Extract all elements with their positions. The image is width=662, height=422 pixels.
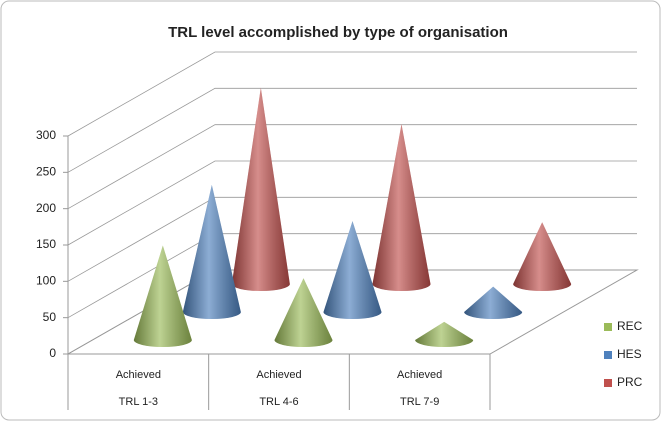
legend-label: PRC	[617, 375, 643, 389]
cone-shading	[513, 222, 572, 291]
y-tick-label: 200	[36, 201, 56, 215]
legend-swatch	[604, 323, 612, 331]
legend-swatch	[604, 351, 612, 359]
x-tick-label: TRL 4-6	[259, 396, 298, 408]
cone-shading	[182, 184, 241, 319]
y-tick-label: 250	[36, 165, 56, 179]
cone-shading	[133, 245, 192, 347]
legend-swatch	[604, 379, 612, 387]
legend-label: REC	[617, 319, 643, 333]
cone-shading	[464, 286, 523, 319]
grid-line	[67, 124, 637, 210]
cone-shading	[415, 321, 474, 347]
cone-shading	[323, 221, 382, 319]
grid-line	[67, 51, 637, 137]
cone-shading	[274, 278, 333, 347]
category-sublabel: Achieved	[256, 369, 301, 381]
category-sublabel: Achieved	[397, 369, 442, 381]
cone-shading	[231, 87, 290, 291]
chart-title: TRL level accomplished by type of organi…	[168, 24, 508, 41]
category-sublabel: Achieved	[116, 369, 161, 381]
grid-line	[67, 196, 637, 282]
x-tick-label: TRL 1-3	[119, 396, 158, 408]
y-tick-label: 50	[43, 310, 57, 324]
cone-shading	[372, 124, 431, 291]
grid-line	[67, 160, 637, 246]
y-tick-label: 0	[49, 346, 56, 360]
y-tick-label: 300	[36, 128, 56, 142]
grid-line	[67, 87, 637, 173]
x-tick-label: TRL 7-9	[400, 396, 439, 408]
legend-label: HES	[617, 347, 642, 361]
y-tick-label: 150	[36, 237, 56, 251]
y-tick-label: 100	[36, 274, 56, 288]
